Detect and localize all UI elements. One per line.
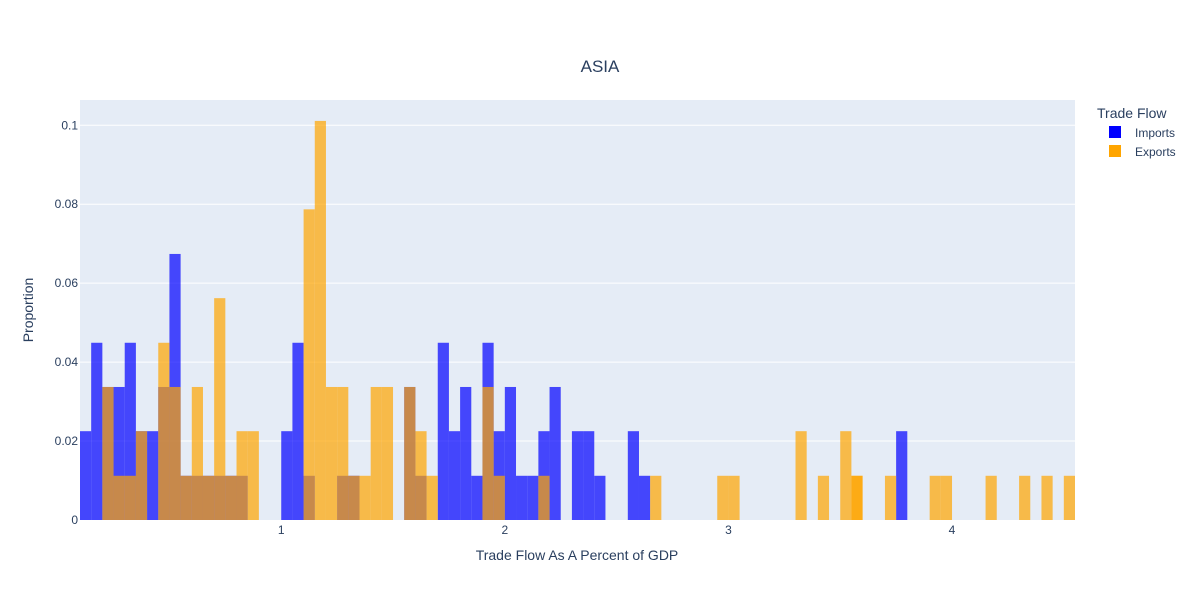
- bar-exports: [370, 386, 382, 520]
- y-tick-label: 0.1: [61, 118, 78, 132]
- bar-exports: [929, 475, 941, 520]
- bar-exports: [415, 431, 427, 520]
- bar-exports: [717, 475, 729, 520]
- y-tick-label: 0.04: [55, 355, 79, 369]
- chart-title: ASIA: [581, 57, 620, 76]
- histogram-bars: [80, 120, 1075, 520]
- bar-imports: [504, 386, 517, 520]
- bar-exports: [482, 386, 494, 520]
- bar-imports: [292, 342, 304, 520]
- legend-title: Trade Flow: [1097, 105, 1167, 121]
- bar-imports: [437, 342, 449, 520]
- bar-exports: [102, 386, 114, 520]
- x-tick-label: 1: [278, 523, 285, 537]
- y-tick-label: 0.06: [55, 276, 79, 290]
- bar-imports: [538, 431, 550, 520]
- x-axis-title: Trade Flow As A Percent of GDP: [476, 547, 679, 563]
- bar-imports: [147, 431, 159, 520]
- bar-exports: [728, 475, 740, 520]
- legend-label-exports: Exports: [1135, 145, 1176, 159]
- bar-exports: [1063, 475, 1075, 520]
- bar-exports: [940, 475, 953, 520]
- bar-exports: [169, 386, 181, 520]
- legend-label-imports: Imports: [1135, 126, 1175, 140]
- bar-imports: [448, 431, 461, 520]
- bar-exports: [236, 431, 248, 520]
- x-tick-label: 4: [949, 523, 956, 537]
- bar-exports: [493, 475, 505, 520]
- bar-exports: [404, 386, 416, 520]
- bar-imports: [80, 431, 92, 520]
- bar-imports: [571, 431, 584, 520]
- bar-exports: [538, 475, 550, 520]
- bar-exports: [303, 209, 315, 520]
- bar-imports: [493, 431, 505, 520]
- legend-item-exports[interactable]: Exports: [1109, 145, 1176, 159]
- bar-imports: [460, 386, 472, 520]
- bar-imports: [516, 475, 528, 520]
- bar-imports: [281, 431, 293, 520]
- bar-exports: [348, 475, 360, 520]
- y-tick-label: 0.02: [55, 434, 79, 448]
- bar-imports: [91, 342, 103, 520]
- bar-exports: [851, 475, 863, 520]
- x-axis-ticks: 1 2 3 4: [278, 523, 956, 537]
- bar-imports: [638, 475, 651, 520]
- bar-exports: [247, 431, 259, 520]
- bar-exports: [325, 386, 338, 520]
- bar-imports: [527, 475, 539, 520]
- bar-exports: [381, 386, 394, 520]
- bar-exports: [135, 431, 148, 520]
- bar-exports: [214, 298, 226, 520]
- legend: Trade Flow Imports Exports: [1097, 105, 1176, 159]
- x-tick-label: 3: [725, 523, 732, 537]
- y-axis-ticks: 0 0.02 0.04 0.06 0.08 0.1: [55, 118, 79, 527]
- bar-exports: [337, 386, 349, 520]
- legend-item-imports[interactable]: Imports: [1109, 126, 1175, 140]
- bar-exports: [985, 475, 997, 520]
- bar-exports: [314, 120, 326, 520]
- bar-exports: [1041, 475, 1053, 520]
- bar-exports: [795, 431, 807, 520]
- y-axis-title: Proportion: [20, 278, 36, 343]
- bar-exports: [817, 475, 830, 520]
- legend-swatch-imports: [1109, 126, 1121, 138]
- bar-exports: [113, 475, 125, 520]
- y-tick-label: 0: [71, 513, 78, 527]
- bar-exports: [158, 342, 170, 520]
- bar-exports: [191, 386, 203, 520]
- bar-exports: [180, 475, 192, 520]
- bar-exports: [225, 475, 237, 520]
- bar-exports: [426, 475, 438, 520]
- bar-imports: [549, 386, 561, 520]
- bar-exports: [202, 475, 215, 520]
- bar-exports: [650, 475, 662, 520]
- bar-exports: [840, 431, 852, 520]
- legend-swatch-exports: [1109, 145, 1121, 157]
- bar-exports: [124, 475, 136, 520]
- bar-exports: [1019, 475, 1031, 520]
- bar-exports: [359, 475, 371, 520]
- bar-imports: [627, 431, 639, 520]
- bar-imports: [471, 475, 483, 520]
- bar-imports: [113, 386, 125, 520]
- bar-imports: [594, 475, 606, 520]
- x-tick-label: 2: [501, 523, 508, 537]
- bar-imports: [896, 431, 908, 520]
- y-tick-label: 0.08: [55, 197, 79, 211]
- bar-imports: [124, 342, 136, 520]
- bar-exports: [884, 475, 897, 520]
- bar-imports: [583, 431, 595, 520]
